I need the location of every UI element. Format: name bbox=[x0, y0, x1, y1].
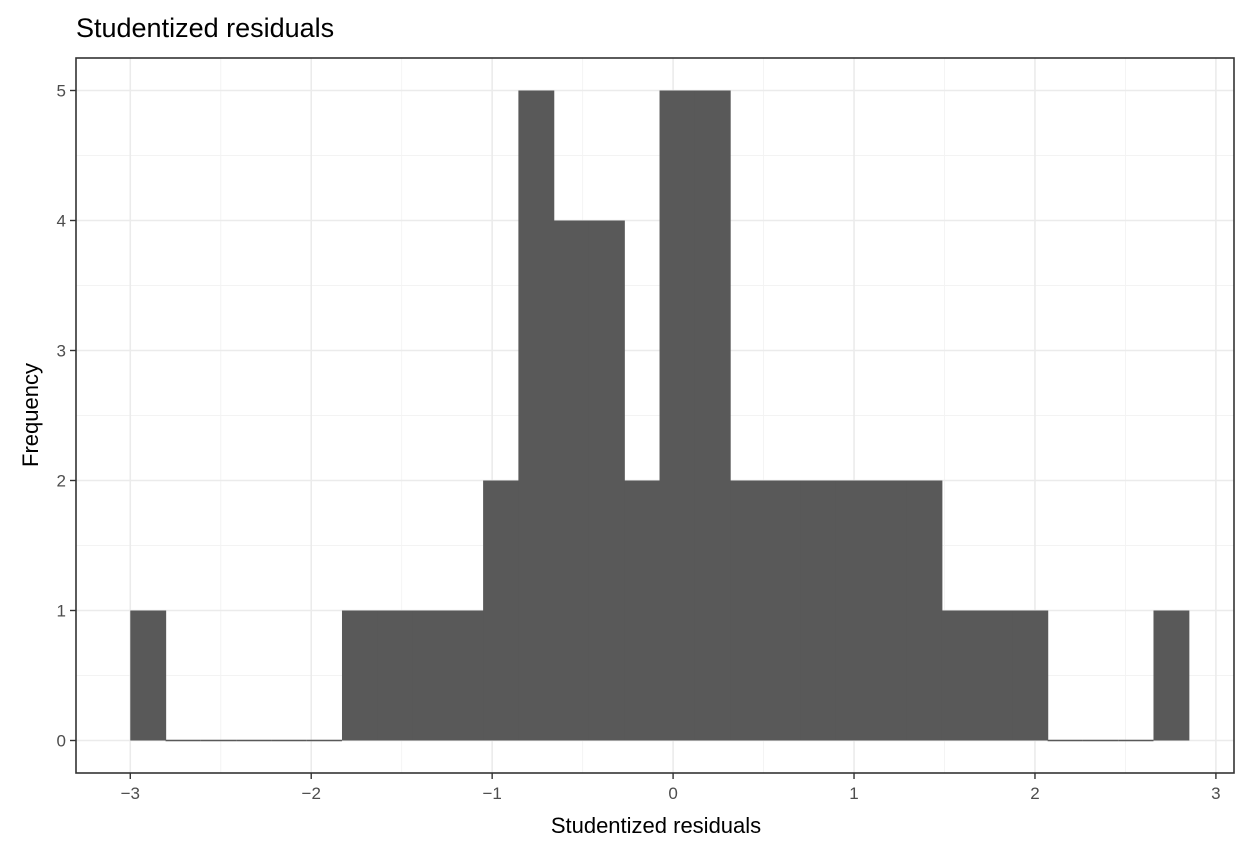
histogram-bar bbox=[588, 220, 625, 741]
y-tick-label: 5 bbox=[57, 82, 66, 101]
x-tick-label: 0 bbox=[668, 784, 677, 803]
histogram-bar bbox=[871, 480, 908, 741]
y-tick-label: 0 bbox=[57, 732, 66, 751]
histogram-bar bbox=[941, 610, 978, 741]
x-tick-label: 3 bbox=[1211, 784, 1220, 803]
histogram-bar bbox=[518, 90, 555, 741]
histogram-bar bbox=[412, 610, 449, 741]
axis-ticks: −3 −2 −1 0 1 2 3 0 1 2 3 4 5 bbox=[57, 82, 1221, 804]
x-tick-label: 1 bbox=[849, 784, 858, 803]
y-tick-label: 1 bbox=[57, 602, 66, 621]
histogram-bar bbox=[977, 610, 1013, 741]
y-tick-label: 4 bbox=[57, 212, 66, 231]
histogram-bar bbox=[447, 610, 484, 741]
y-axis-title: Frequency bbox=[18, 363, 43, 467]
histogram-bar bbox=[1012, 610, 1049, 741]
x-tick-label: −3 bbox=[121, 784, 140, 803]
chart-title: Studentized residuals bbox=[76, 13, 334, 43]
histogram-bar bbox=[624, 480, 661, 741]
histogram-bar bbox=[800, 480, 837, 741]
x-tick-label: 2 bbox=[1030, 784, 1039, 803]
histogram-bar bbox=[906, 480, 943, 741]
bars-layer bbox=[130, 90, 1190, 742]
x-axis-title: Studentized residuals bbox=[551, 813, 761, 838]
histogram-bar bbox=[377, 610, 414, 741]
histogram-bar bbox=[730, 480, 766, 741]
x-tick-label: −1 bbox=[482, 784, 501, 803]
histogram-bar bbox=[130, 610, 167, 741]
histogram-bar bbox=[835, 480, 872, 741]
y-tick-label: 2 bbox=[57, 472, 66, 491]
histogram-bar bbox=[341, 610, 378, 741]
histogram-bar bbox=[694, 90, 731, 741]
y-tick-label: 3 bbox=[57, 342, 66, 361]
histogram-bar bbox=[553, 220, 590, 741]
histogram-bar bbox=[483, 480, 519, 741]
x-tick-label: −2 bbox=[302, 784, 321, 803]
histogram-bar bbox=[765, 480, 802, 741]
histogram-bar bbox=[659, 90, 696, 741]
histogram-bar bbox=[1153, 610, 1190, 741]
panel-border bbox=[75, 57, 1235, 774]
